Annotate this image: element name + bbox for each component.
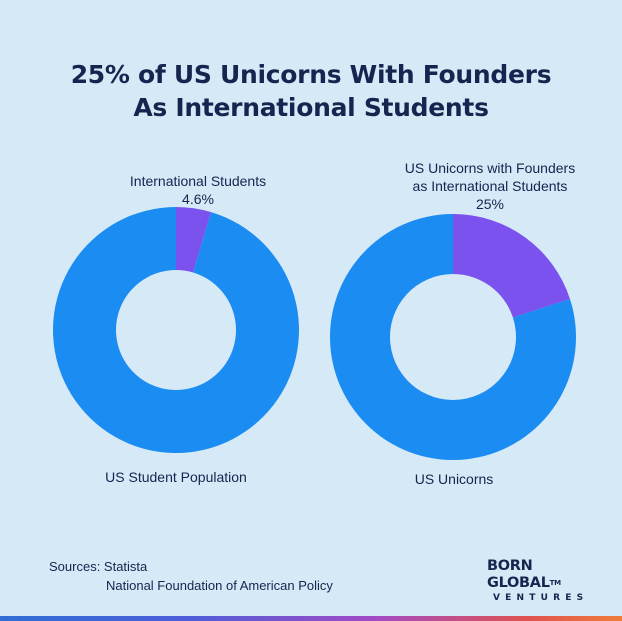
donut2-slice-main	[330, 214, 576, 460]
donut-chart-students	[52, 207, 299, 453]
donut1-value-label: 4.6%	[182, 191, 214, 207]
donut-chart-unicorns	[330, 214, 576, 460]
donut2-bottom-label: US Unicorns	[414, 471, 494, 487]
donut1-top-label: International Students 4.6%	[98, 172, 298, 208]
chart-title: 25% of US Unicorns With Founders As Inte…	[0, 58, 622, 124]
donut1-label-text: International Students	[129, 173, 267, 189]
donut1-slice-highlight	[176, 207, 212, 273]
title-line-1: 25% of US Unicorns With Founders	[70, 60, 552, 89]
bottom-gradient-bar	[0, 616, 622, 621]
sources-line-1: Sources: Statista	[49, 559, 148, 574]
donut2-label-line2: as International Students	[412, 178, 568, 194]
title-line-2: As International Students	[133, 93, 489, 122]
brand-subtitle: VENTURES	[493, 593, 589, 603]
sources-note: Sources: Statista National Foundation of…	[49, 557, 333, 595]
donut2-top-label: US Unicorns with Founders as Internation…	[355, 159, 622, 213]
sources-line-2: National Foundation of American Policy	[106, 578, 333, 593]
donut1-slice-main	[52, 207, 299, 453]
donut1-bottom-label: US Student Population	[105, 469, 247, 485]
brand-name: BORN GLOBALTM	[487, 558, 561, 591]
donut2-value-label: 25%	[475, 196, 505, 212]
donut2-slice-highlight	[453, 214, 570, 318]
brand-logo: BORN GLOBALTM VENTURES	[487, 558, 597, 604]
donut2-label-line1: US Unicorns with Founders	[404, 160, 576, 176]
